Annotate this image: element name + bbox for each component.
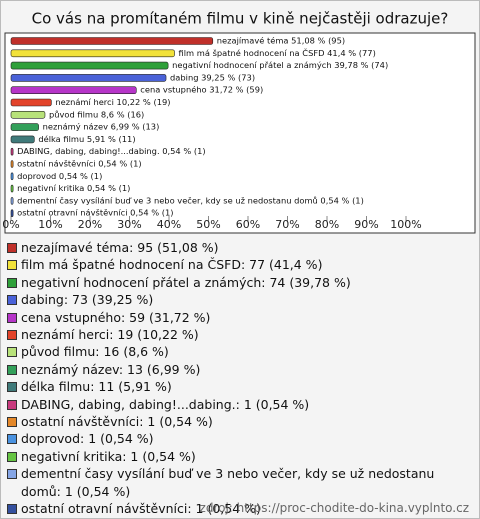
legend-swatch [7,312,17,323]
legend-item: negativní kritika: 1 (0,54 %) [7,448,469,465]
bar-label: doprovod 0,54 % (1) [17,171,102,181]
legend-label: DABING, dabing, dabing!...dabing.: 1 (0,… [21,396,310,412]
bar [10,209,14,217]
legend-swatch [7,277,17,288]
legend-item: délka filmu: 11 (5,91 %) [7,378,469,395]
x-tick-label: 0% [2,218,19,231]
legend-item: nezajímavé téma: 95 (51,08 %) [7,239,469,256]
bar [10,86,137,94]
legend-swatch [7,330,17,341]
source: zdroj: https://proc-chodite-do-kina.vypl… [199,501,469,515]
x-tick-label: 80% [315,218,339,231]
legend-item: negativní hodnocení přátel a známých: 74… [7,274,469,291]
legend-swatch [7,434,17,445]
legend-label: ostatní otravní návštěvníci: 1 (0,54 %) [21,501,261,517]
legend-label: nezajímavé téma: 95 (51,08 %) [21,240,219,255]
x-tick-label: 100% [390,218,421,231]
legend-label: dabing: 73 (39,25 %) [21,292,154,308]
bar [10,98,52,107]
legend-item: původ filmu: 16 (8,6 %) [7,343,469,360]
bar [10,172,14,181]
bar [10,37,214,45]
bar-label: negativní kritika 0,54 % (1) [17,183,130,193]
legend-swatch [7,364,17,375]
chart-title: Co vás na promítaném filmu v kině nejčas… [32,10,449,28]
chart: Co vás na promítaném filmu v kině nejčas… [2,10,476,234]
bar [10,61,169,70]
legend-item: dabing: 73 (39,25 %) [7,291,469,308]
legend-label: délka filmu: 11 (5,91 %) [21,379,172,395]
x-tick-label: 70% [275,218,299,231]
legend-swatch [7,347,17,358]
legend-item: dementní časy vysílání buď ve 3 nebo več… [7,465,469,500]
legend-item: neznámí herci: 19 (10,22 %) [7,326,469,343]
legend-label: cena vstupného: 59 (31,72 %) [21,309,211,325]
bar [10,184,14,193]
legend-label: dementní časy vysílání buď ve 3 nebo več… [21,466,435,499]
legend-item: doprovod: 1 (0,54 %) [7,430,469,447]
x-tick-label: 30% [117,218,141,231]
bar-label: ostatní otravní návštěvníci 0,54 % (1) [17,208,173,218]
legend-label: ostatní návštěvníci: 1 (0,54 %) [21,414,213,430]
x-tick-label: 90% [354,218,378,231]
bar [10,111,46,119]
bar [10,197,14,205]
x-tick-label: 60% [236,218,260,231]
legend-swatch [7,382,17,393]
legend-label: původ filmu: 16 (8,6 %) [21,344,169,360]
bar-label: cena vstupného 31,72 % (59) [140,85,263,95]
bar [10,74,167,82]
bar-label: neznámí herci 10,22 % (19) [55,97,170,107]
bar-label: negativní hodnocení přátel a známých 39,… [172,60,388,70]
legend-swatch [7,260,17,271]
bar-label: původ filmu 8,6 % (16) [49,109,144,119]
bar-label: dementní časy vysílání buď ve 3 nebo več… [17,195,364,205]
legend-swatch [7,469,17,480]
x-tick-label: 10% [38,218,62,231]
x-tick-label: 40% [157,218,181,231]
legend-label: negativní kritika: 1 (0,54 %) [21,448,196,464]
legend-label: neznámý název: 13 (6,99 %) [21,361,201,377]
legend-item: DABING, dabing, dabing!...dabing.: 1 (0,… [7,396,469,413]
legend-item: neznámý název: 13 (6,99 %) [7,361,469,378]
bar [10,123,39,131]
legend-swatch [7,295,17,306]
x-tick-label: 50% [196,218,220,231]
legend-swatch [7,399,17,410]
legend-label: doprovod: 1 (0,54 %) [21,431,154,447]
legend-swatch [7,417,17,428]
legend-label: negativní hodnocení přátel a známých: 74… [21,274,351,290]
bar-label: délka filmu 5,91 % (11) [38,134,135,144]
legend-swatch [7,243,17,253]
legend-label: film má špatné hodnocení na ČSFD: 77 (41… [21,257,323,273]
bar [10,160,14,168]
bar-label: DABING, dabing, dabing!...dabing. 0,54 %… [17,146,205,156]
bar-label: film má špatné hodnocení na ČSFD 41,4 % … [179,47,376,58]
bar [10,49,175,58]
legend-swatch [7,451,17,462]
bar-label: neznámý název 6,99 % (13) [43,122,160,132]
legend-item: ostatní otravní návštěvníci: 1 (0,54 %) [7,500,469,517]
bar [10,147,14,156]
bar-label: nezajímavé téma 51,08 % (95) [217,36,345,46]
legend-swatch [7,504,17,515]
legend: nezajímavé téma: 95 (51,08 %) film má špa… [7,239,469,518]
bar-label: dabing 39,25 % (73) [170,72,255,82]
bar-label: ostatní návštěvníci 0,54 % (1) [17,159,142,169]
legend-item: ostatní návštěvníci: 1 (0,54 %) [7,413,469,430]
bar [10,135,35,144]
legend-label: neznámí herci: 19 (10,22 %) [21,327,199,343]
x-tick-label: 20% [78,218,102,231]
legend-item: film má špatné hodnocení na ČSFD: 77 (41… [7,256,469,273]
legend-item: cena vstupného: 59 (31,72 %) [7,309,469,326]
